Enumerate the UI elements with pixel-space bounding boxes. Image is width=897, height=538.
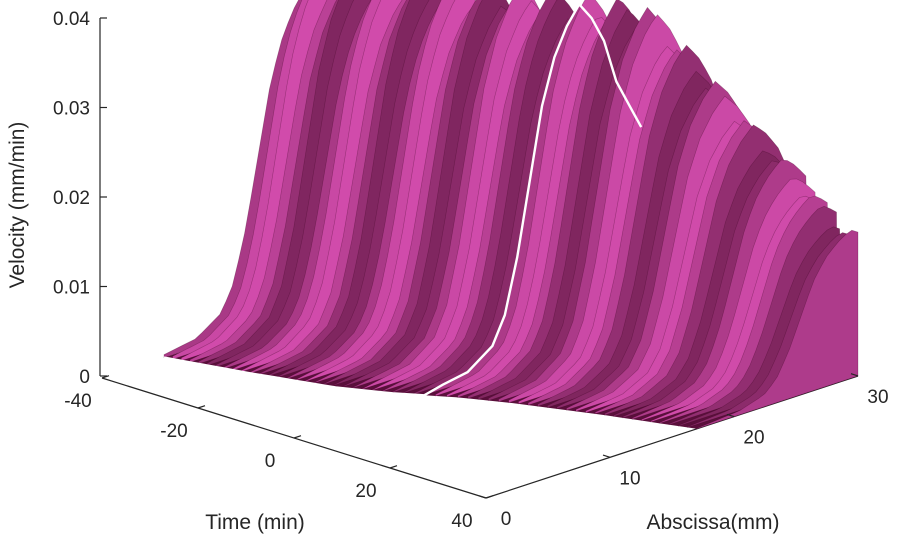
y-axis-label: Abscissa(mm) [646, 511, 779, 534]
z-tick-label: 0.02 [53, 188, 90, 209]
z-tick-label: 0.04 [53, 9, 90, 30]
x-tick-mark [293, 435, 302, 439]
surface-strip [696, 229, 859, 430]
highlight-line [163, 2, 643, 397]
x-tick-label: -20 [160, 421, 187, 442]
x-tick-mark [101, 375, 110, 379]
z-tick-label: 0.03 [53, 99, 90, 120]
y-tick-mark [478, 495, 487, 499]
y-tick-label: 30 [867, 387, 888, 408]
surface [163, 0, 859, 430]
y-tick-label: 10 [619, 468, 640, 489]
x-tick-label: 0 [265, 451, 276, 472]
x-tick-label: -40 [64, 391, 91, 412]
x-tick-mark [389, 465, 398, 469]
y-tick-label: 20 [743, 428, 764, 449]
y-tick-label: 0 [501, 509, 512, 530]
x-axis-label: Time (min) [205, 511, 305, 534]
x-tick-label: 20 [355, 481, 376, 502]
y-axis-line [485, 375, 859, 499]
z-axis-ticks: 0 0.01 0.02 0.03 0.04 [53, 9, 107, 388]
z-tick-label: 0 [79, 367, 90, 388]
y-axis-ticks: 0 10 20 30 [478, 373, 889, 530]
y-tick-mark [726, 413, 735, 418]
x-tick-label: 40 [451, 511, 472, 532]
y-tick-mark [602, 454, 611, 458]
z-tick-label: 0.01 [53, 278, 90, 299]
x-tick-mark [197, 405, 206, 409]
highlight-curve [163, 2, 643, 397]
z-axis-label: Velocity (mm/min) [6, 122, 29, 289]
x-tick-mark [485, 495, 494, 499]
x-axis-ticks: -40 -20 0 20 40 [64, 375, 494, 532]
y-tick-mark [850, 373, 859, 377]
